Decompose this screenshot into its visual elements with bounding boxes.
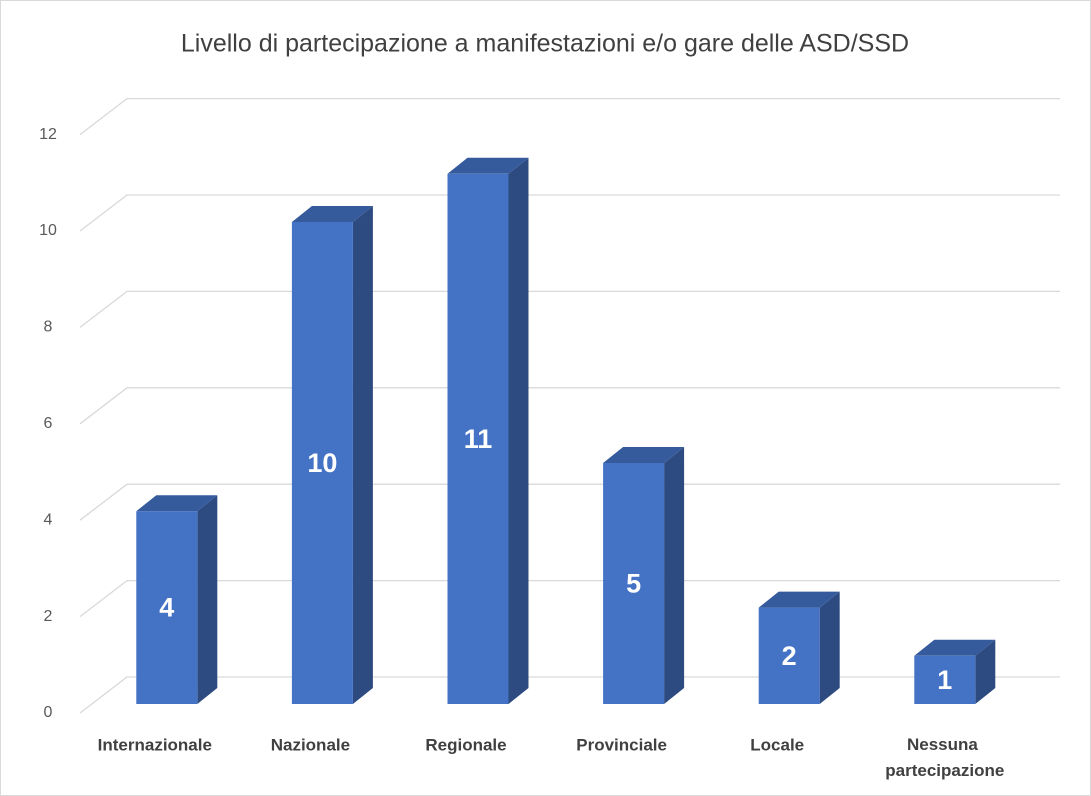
- grid-line: [79, 387, 1060, 425]
- data-label: 5: [626, 569, 641, 599]
- y-tick-label: 12: [39, 126, 57, 143]
- data-label: 11: [464, 424, 493, 454]
- y-tick-label: 8: [44, 319, 53, 336]
- grid-line: [79, 483, 1060, 521]
- data-label: 10: [307, 448, 337, 478]
- grid-line: [79, 676, 1060, 714]
- bar-side: [197, 495, 218, 704]
- bar-front: [447, 173, 509, 705]
- x-tick-label: Internazionale: [98, 735, 212, 754]
- bar-side: [352, 206, 373, 704]
- x-tick-label: Nazionale: [271, 735, 350, 754]
- data-label: 2: [782, 641, 797, 671]
- bar: [447, 157, 529, 705]
- grid-line: [79, 290, 1060, 328]
- data-label: 1: [937, 665, 952, 695]
- x-tick-label: Regionale: [425, 735, 506, 754]
- bar-side: [664, 447, 685, 704]
- x-tick-label: Provinciale: [576, 735, 667, 754]
- bar-front: [914, 655, 976, 704]
- bar-top: [291, 206, 373, 222]
- y-tick-label: 6: [44, 415, 53, 432]
- bar-top: [914, 639, 996, 656]
- bar: [914, 639, 996, 704]
- bar: [136, 495, 218, 704]
- bar-top: [447, 157, 529, 174]
- grid-line: [79, 194, 1060, 232]
- grid-line: [79, 97, 1060, 136]
- bar-front: [758, 607, 820, 704]
- y-tick-label: 4: [44, 511, 53, 528]
- bar: [291, 206, 373, 704]
- data-label: 4: [159, 593, 174, 623]
- x-tick-label: Nessuna partecipazione: [885, 735, 1004, 780]
- bar-side: [508, 157, 529, 705]
- bar-front: [136, 511, 198, 704]
- bar-top: [758, 591, 840, 608]
- x-tick-label: Locale: [750, 735, 804, 754]
- y-tick-label: 0: [44, 704, 53, 721]
- bar: [758, 591, 840, 704]
- bar-front: [603, 463, 665, 704]
- y-tick-label: 2: [44, 608, 53, 625]
- bar-side: [819, 591, 840, 704]
- chart-title: Livello di partecipazione a manifestazio…: [181, 30, 909, 58]
- bar-front: [291, 222, 353, 704]
- bar-top: [136, 495, 218, 512]
- grid-line: [79, 579, 1060, 618]
- bar: [603, 447, 685, 704]
- bar-top: [603, 447, 685, 463]
- y-tick-label: 10: [39, 222, 57, 239]
- bar-side: [975, 639, 996, 704]
